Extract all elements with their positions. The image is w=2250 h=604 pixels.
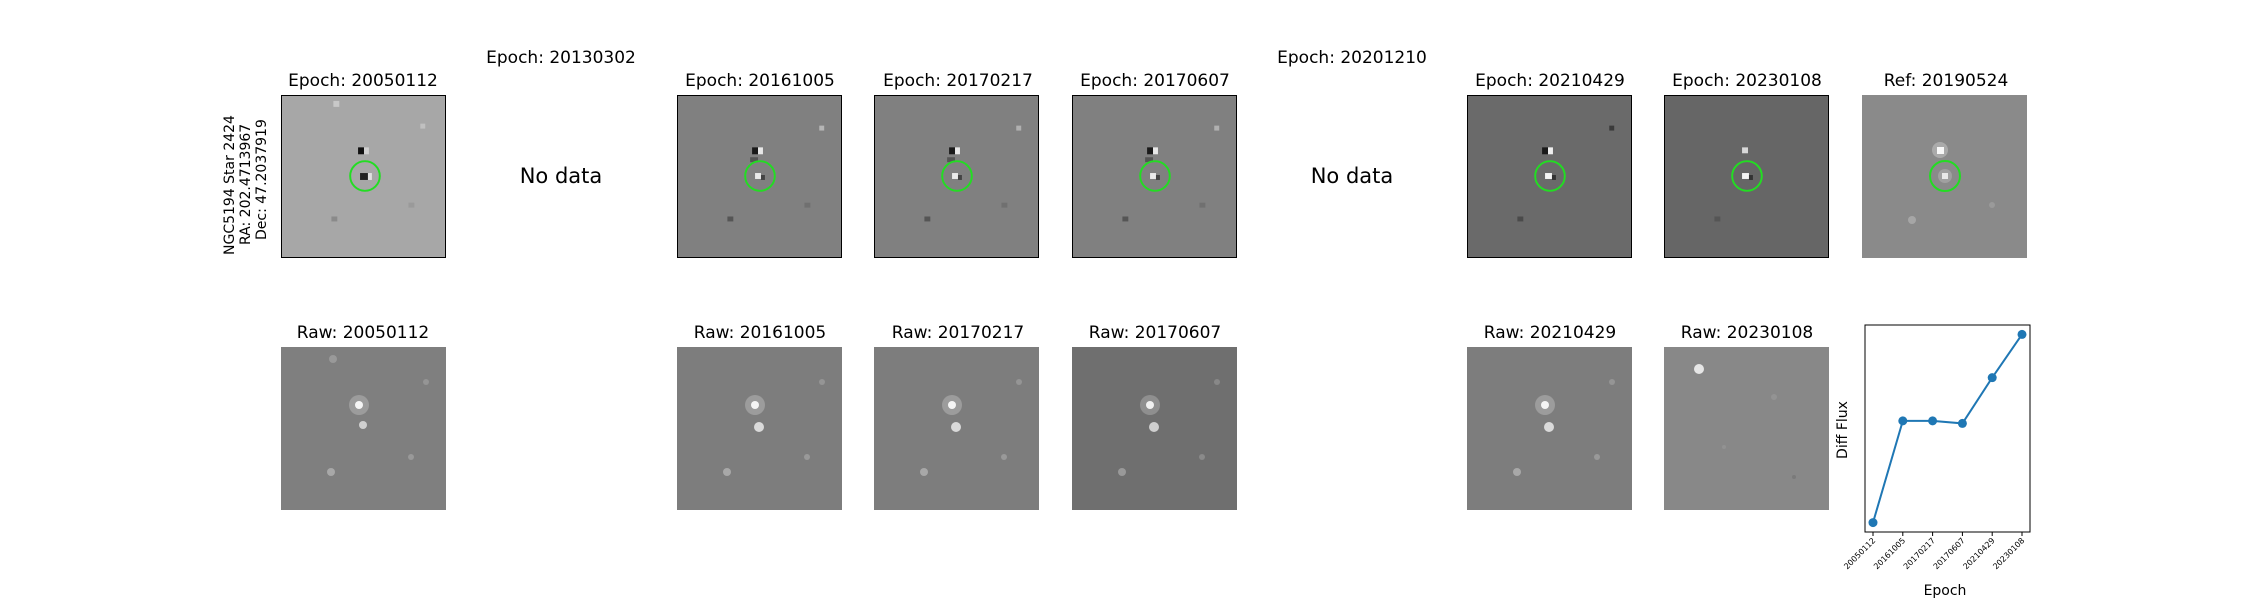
data-point: [1928, 416, 1938, 426]
diff-flux-chart-svg: Diff Flux Epoch 200501122016100520170217…: [1835, 324, 2031, 599]
data-point: [2017, 329, 2027, 339]
diff-image-20170217: [874, 95, 1039, 258]
title-epoch-20210429: Epoch: 20210429: [1475, 71, 1625, 91]
data-point: [1898, 416, 1908, 426]
title-raw-20170607: Raw: 20170607: [1088, 323, 1222, 343]
title-epoch-20170607: Epoch: 20170607: [1080, 71, 1230, 91]
diff-image-20170607: [1072, 95, 1237, 258]
title-epoch-20050112: Epoch: 20050112: [288, 71, 438, 91]
title-raw-20161005: Raw: 20161005: [693, 323, 827, 343]
raw-image-20161005: [677, 347, 842, 510]
chart-ylabel: Diff Flux: [1835, 401, 1851, 459]
chart-xlabel: Epoch: [1924, 583, 1967, 599]
diff-image-20210429: [1467, 95, 1632, 258]
title-epoch-20161005: Epoch: 20161005: [685, 71, 835, 91]
title-ref-20190524: Ref: 20190524: [1883, 71, 2009, 91]
data-point: [1957, 418, 1967, 428]
raw-image-20050112: [281, 347, 446, 510]
data-point: [1987, 373, 1997, 383]
ref-image-20190524: [1862, 95, 2027, 258]
title-epoch-20170217: Epoch: 20170217: [883, 71, 1033, 91]
x-tick-label: 20230108: [1991, 536, 2026, 571]
series-line: [1872, 333, 2023, 523]
no-data-20201210: No data: [1310, 164, 1394, 188]
title-raw-20210429: Raw: 20210429: [1483, 323, 1617, 343]
raw-image-20230108: [1664, 347, 1829, 510]
star-ra: RA: 202.4713967: [238, 123, 254, 245]
title-epoch-20230108: Epoch: 20230108: [1672, 71, 1822, 91]
title-epoch-20201210: Epoch: 20201210: [1277, 48, 1427, 68]
raw-image-20170217: [874, 347, 1039, 510]
star-name: NGC5194 Star 2424: [222, 115, 238, 255]
no-data-20130302: No data: [519, 164, 603, 188]
diff-flux-chart: Diff Flux Epoch 20050112 20161005 20170217…: [1830, 315, 2050, 600]
title-raw-20170217: Raw: 20170217: [891, 323, 1025, 343]
data-point: [1868, 518, 1878, 528]
diff-image-20161005: [677, 95, 842, 258]
diff-image-20050112: [281, 95, 446, 258]
diff-image-20230108: [1664, 95, 1829, 258]
target-circle: [349, 160, 381, 192]
title-raw-20050112: Raw: 20050112: [296, 323, 430, 343]
title-raw-20230108: Raw: 20230108: [1680, 323, 1814, 343]
title-epoch-20130302: Epoch: 20130302: [486, 48, 636, 68]
chart-frame: [1864, 324, 2031, 533]
raw-image-20170607: [1072, 347, 1237, 510]
raw-image-20210429: [1467, 347, 1632, 510]
star-dec: Dec: 47.2037919: [254, 119, 270, 240]
